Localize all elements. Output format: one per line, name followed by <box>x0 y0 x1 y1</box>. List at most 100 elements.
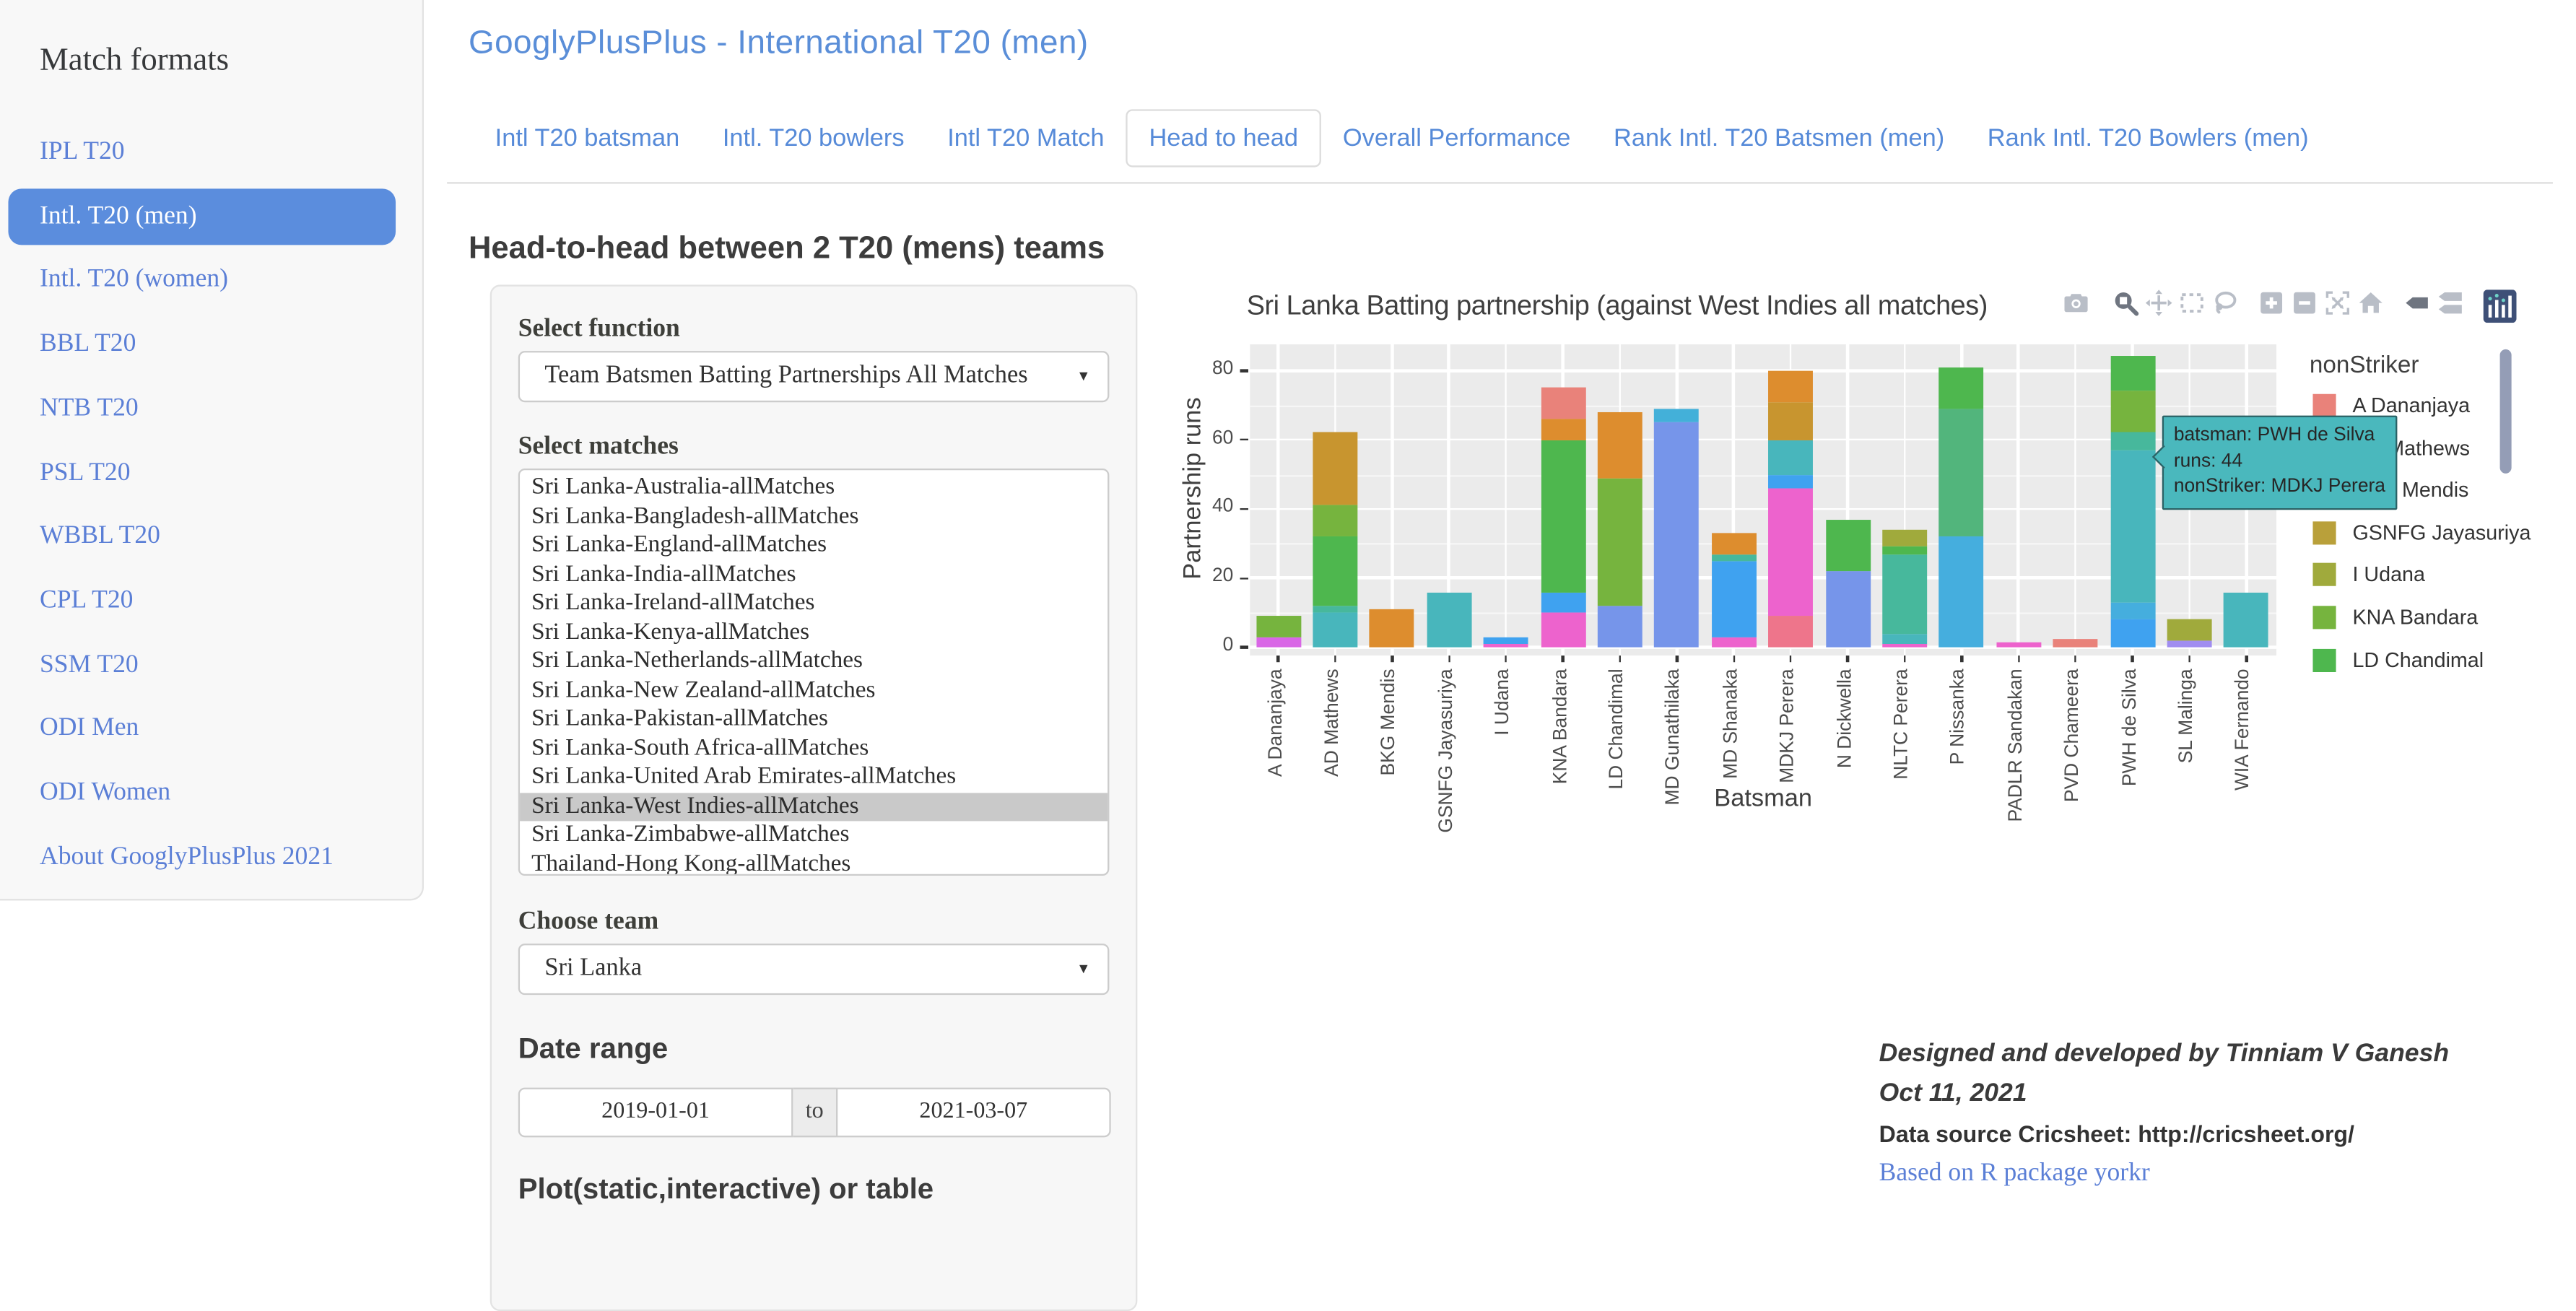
bar-segment-md-shanaka[interactable] <box>1711 533 1757 554</box>
tab-intl-t20-batsman[interactable]: Intl T20 batsman <box>495 123 680 152</box>
bar-segment-ad-mathews[interactable] <box>1313 612 1358 648</box>
bar-segment-sl-malinga[interactable] <box>2167 640 2212 648</box>
match-option-sri-lanka-zimbabwe-allmatches[interactable]: Sri Lanka-Zimbabwe-allMatches <box>531 821 850 848</box>
bar-segment-md-shanaka[interactable] <box>1711 554 1757 561</box>
bar-segment-gsnfg-jayasuriya[interactable] <box>1426 591 1471 648</box>
bar-segment-nltc-perera[interactable] <box>1882 633 1927 644</box>
bar-segment-md-gunathilaka[interactable] <box>1654 422 1700 648</box>
date-to-input[interactable]: 2021-03-07 <box>836 1087 1111 1138</box>
bar-segment-mdkj-perera[interactable] <box>1768 616 1814 648</box>
bar-segment-pwh-de-silva[interactable] <box>2110 357 2155 391</box>
bar-segment-mdkj-perera[interactable] <box>1768 474 1814 489</box>
bar-segment-ad-mathews[interactable] <box>1313 432 1358 506</box>
choose-team-dropdown[interactable]: Sri Lanka ▾ <box>518 944 1110 996</box>
bar-segment-mdkj-perera[interactable] <box>1768 440 1814 474</box>
bar-segment-ad-mathews[interactable] <box>1313 606 1358 613</box>
match-option-sri-lanka-netherlands-allmatches[interactable]: Sri Lanka-Netherlands-allMatches <box>531 647 863 674</box>
bar-segment-kna-bandara[interactable] <box>1540 388 1585 419</box>
bar-segment-ld-chandimal[interactable] <box>1597 477 1642 606</box>
sidebar-item-ntb-t20[interactable]: NTB T20 <box>40 393 139 422</box>
bar-segment-ld-chandimal[interactable] <box>1597 411 1642 478</box>
sidebar-item-psl-t20[interactable]: PSL T20 <box>40 458 131 487</box>
match-option-sri-lanka-kenya-allmatches[interactable]: Sri Lanka-Kenya-allMatches <box>531 618 810 645</box>
tab-overall-performance[interactable]: Overall Performance <box>1342 123 1571 152</box>
sidebar-item-wbbl-t20[interactable]: WBBL T20 <box>40 521 160 550</box>
lasso-select-icon[interactable] <box>2212 289 2239 316</box>
zoom-out-icon[interactable] <box>2292 289 2318 316</box>
bar-segment-md-shanaka[interactable] <box>1711 637 1757 648</box>
tab-rank-intl-t20-bowlers-men[interactable]: Rank Intl. T20 Bowlers (men) <box>1987 123 2309 152</box>
bar-segment-p-nissanka[interactable] <box>1938 408 1984 537</box>
plotly-logo-icon[interactable] <box>2483 289 2517 323</box>
match-option-sri-lanka-india-allmatches[interactable]: Sri Lanka-India-allMatches <box>531 560 796 587</box>
bar-segment-ad-mathews[interactable] <box>1313 536 1358 606</box>
bar-segment-nltc-perera[interactable] <box>1882 643 1927 648</box>
bar-segment-p-nissanka[interactable] <box>1938 536 1984 648</box>
legend-scrollbar[interactable] <box>2499 349 2511 474</box>
tab-head-to-head[interactable]: Head to head <box>1126 109 1322 167</box>
match-option-sri-lanka-england-allmatches[interactable]: Sri Lanka-England-allMatches <box>531 531 827 558</box>
bar-segment-nltc-perera[interactable] <box>1882 529 1927 547</box>
sidebar-item-odi-women[interactable]: ODI Women <box>40 778 171 806</box>
bar-segment-bkg-mendis[interactable] <box>1370 609 1414 648</box>
autoscale-icon[interactable] <box>2325 289 2351 316</box>
bar-segment-pvd-chameera[interactable] <box>2053 638 2098 648</box>
bar-segment-a-dananjaya[interactable] <box>1256 637 1301 648</box>
bar-segment-i-udana[interactable] <box>1483 643 1528 648</box>
pan-icon[interactable] <box>2145 289 2172 316</box>
bar-segment-kna-bandara[interactable] <box>1540 612 1585 648</box>
tab-intl-t20-bowlers[interactable]: Intl. T20 bowlers <box>722 123 905 152</box>
date-from-input[interactable]: 2019-01-01 <box>518 1087 793 1138</box>
sidebar-item-ssm-t20[interactable]: SSM T20 <box>40 650 139 679</box>
bar-segment-padlr-sandakan[interactable] <box>1996 642 2041 648</box>
bar-segment-n-dickwella[interactable] <box>1825 571 1871 648</box>
bar-segment-nltc-perera[interactable] <box>1882 554 1927 634</box>
sidebar-item-odi-men[interactable]: ODI Men <box>40 714 139 742</box>
box-select-icon[interactable] <box>2179 289 2206 316</box>
bar-segment-wia-fernando[interactable] <box>2224 591 2269 648</box>
bar-segment-kna-bandara[interactable] <box>1540 591 1585 613</box>
bar-segment-pwh-de-silva[interactable] <box>2110 432 2155 450</box>
bar-segment-ad-mathews[interactable] <box>1313 505 1358 537</box>
sidebar-item-intl-t20-men[interactable]: Intl. T20 (men) <box>8 188 396 245</box>
bar-segment-mdkj-perera[interactable] <box>1768 370 1814 402</box>
footer-yorkr-link[interactable]: Based on R package yorkr <box>1879 1159 2150 1188</box>
bar-segment-sl-malinga[interactable] <box>2167 619 2212 641</box>
sidebar-item-bbl-t20[interactable]: BBL T20 <box>40 329 136 358</box>
bar-segment-kna-bandara[interactable] <box>1540 419 1585 440</box>
bar-segment-md-gunathilaka[interactable] <box>1654 408 1700 423</box>
bar-segment-nltc-perera[interactable] <box>1882 546 1927 554</box>
toggle-hover-compare-icon[interactable] <box>2437 289 2463 316</box>
match-option-sri-lanka-new-zealand-allmatches[interactable]: Sri Lanka-New Zealand-allMatches <box>531 676 876 703</box>
reset-axes-home-icon[interactable] <box>2357 289 2384 316</box>
match-option-sri-lanka-united-arab-emirates-allmatches[interactable]: Sri Lanka-United Arab Emirates-allMatche… <box>531 763 957 790</box>
toggle-hover-closest-icon[interactable] <box>2404 289 2431 316</box>
match-option-thailand-hong-kong-allmatches[interactable]: Thailand-Hong Kong-allMatches <box>531 850 851 876</box>
bar-segment-n-dickwella[interactable] <box>1825 519 1871 572</box>
bar-segment-pwh-de-silva[interactable] <box>2110 602 2155 620</box>
match-listbox[interactable]: Sri Lanka-Australia-allMatches Sri Lanka-… <box>518 468 1110 876</box>
match-option-sri-lanka-ireland-allmatches[interactable]: Sri Lanka-Ireland-allMatches <box>531 589 815 617</box>
match-option-sri-lanka-pakistan-allmatches[interactable]: Sri Lanka-Pakistan-allMatches <box>531 705 828 732</box>
camera-icon[interactable] <box>2063 289 2089 316</box>
zoom-in-icon[interactable] <box>2258 289 2285 316</box>
sidebar-item-intl-t20-women[interactable]: Intl. T20 (women) <box>40 265 228 294</box>
match-option-sri-lanka-west-indies-allmatches[interactable]: Sri Lanka-West Indies-allMatches <box>520 792 1108 822</box>
select-function-dropdown[interactable]: Team Batsmen Batting Partnerships All Ma… <box>518 351 1110 403</box>
bar-segment-a-dananjaya[interactable] <box>1256 616 1301 637</box>
match-option-sri-lanka-australia-allmatches[interactable]: Sri Lanka-Australia-allMatches <box>531 473 835 500</box>
tab-intl-t20-match[interactable]: Intl T20 Match <box>947 123 1105 152</box>
bar-segment-md-shanaka[interactable] <box>1711 560 1757 637</box>
bar-segment-mdkj-perera[interactable] <box>1768 488 1814 617</box>
bar-segment-pwh-de-silva[interactable] <box>2110 391 2155 433</box>
sidebar-item-ipl-t20[interactable]: IPL T20 <box>40 137 125 166</box>
match-option-sri-lanka-bangladesh-allmatches[interactable]: Sri Lanka-Bangladesh-allMatches <box>531 502 859 529</box>
zoom-icon[interactable] <box>2112 289 2139 316</box>
sidebar-item-about-googlyplusplus-2021[interactable]: About GooglyPlusPlus 2021 <box>40 842 334 871</box>
bar-segment-i-udana[interactable] <box>1483 637 1528 644</box>
bar-segment-ld-chandimal[interactable] <box>1597 606 1642 648</box>
match-option-sri-lanka-south-africa-allmatches[interactable]: Sri Lanka-South Africa-allMatches <box>531 733 869 761</box>
bar-segment-pwh-de-silva[interactable] <box>2110 450 2155 603</box>
sidebar-item-cpl-t20[interactable]: CPL T20 <box>40 585 134 614</box>
bar-segment-p-nissanka[interactable] <box>1938 367 1984 409</box>
